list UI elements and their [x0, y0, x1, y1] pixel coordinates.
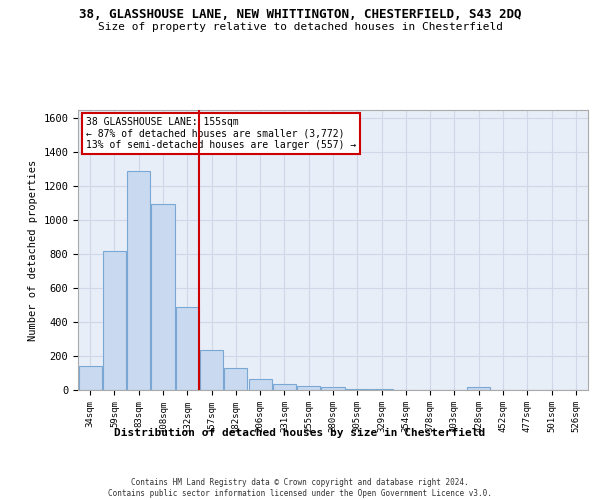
Bar: [248, 379, 272, 390]
Bar: [346, 388, 369, 390]
Bar: [273, 384, 296, 390]
Bar: [297, 386, 320, 390]
Text: Distribution of detached houses by size in Chesterfield: Distribution of detached houses by size …: [115, 428, 485, 438]
Text: Size of property relative to detached houses in Chesterfield: Size of property relative to detached ho…: [97, 22, 503, 32]
Bar: [176, 307, 199, 390]
Bar: [467, 388, 490, 390]
Text: 38, GLASSHOUSE LANE, NEW WHITTINGTON, CHESTERFIELD, S43 2DQ: 38, GLASSHOUSE LANE, NEW WHITTINGTON, CH…: [79, 8, 521, 20]
Text: Contains HM Land Registry data © Crown copyright and database right 2024.
Contai: Contains HM Land Registry data © Crown c…: [108, 478, 492, 498]
Bar: [200, 350, 223, 390]
Y-axis label: Number of detached properties: Number of detached properties: [28, 160, 38, 340]
Bar: [151, 204, 175, 390]
Bar: [127, 171, 150, 390]
Bar: [103, 251, 126, 390]
Bar: [224, 368, 247, 390]
Text: 38 GLASSHOUSE LANE: 155sqm
← 87% of detached houses are smaller (3,772)
13% of s: 38 GLASSHOUSE LANE: 155sqm ← 87% of deta…: [86, 117, 356, 150]
Bar: [79, 366, 101, 390]
Bar: [322, 388, 344, 390]
